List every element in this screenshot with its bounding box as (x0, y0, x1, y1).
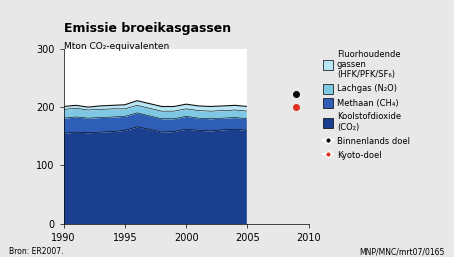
Text: Mton CO₂-equivalenten: Mton CO₂-equivalenten (64, 42, 169, 51)
Bar (247, 49, 309, 224)
Text: Bron: ER2007.: Bron: ER2007. (9, 247, 64, 256)
Text: Emissie broeikasgassen: Emissie broeikasgassen (64, 22, 231, 35)
Legend: Fluorhoudende
gassen
(HFK/PFK/SF₆), Lachgas (N₂O), Methaan (CH₄), Koolstofdioxid: Fluorhoudende gassen (HFK/PFK/SF₆), Lach… (323, 50, 410, 160)
Text: MNP/MNC/mrt07/0165: MNP/MNC/mrt07/0165 (360, 247, 445, 256)
